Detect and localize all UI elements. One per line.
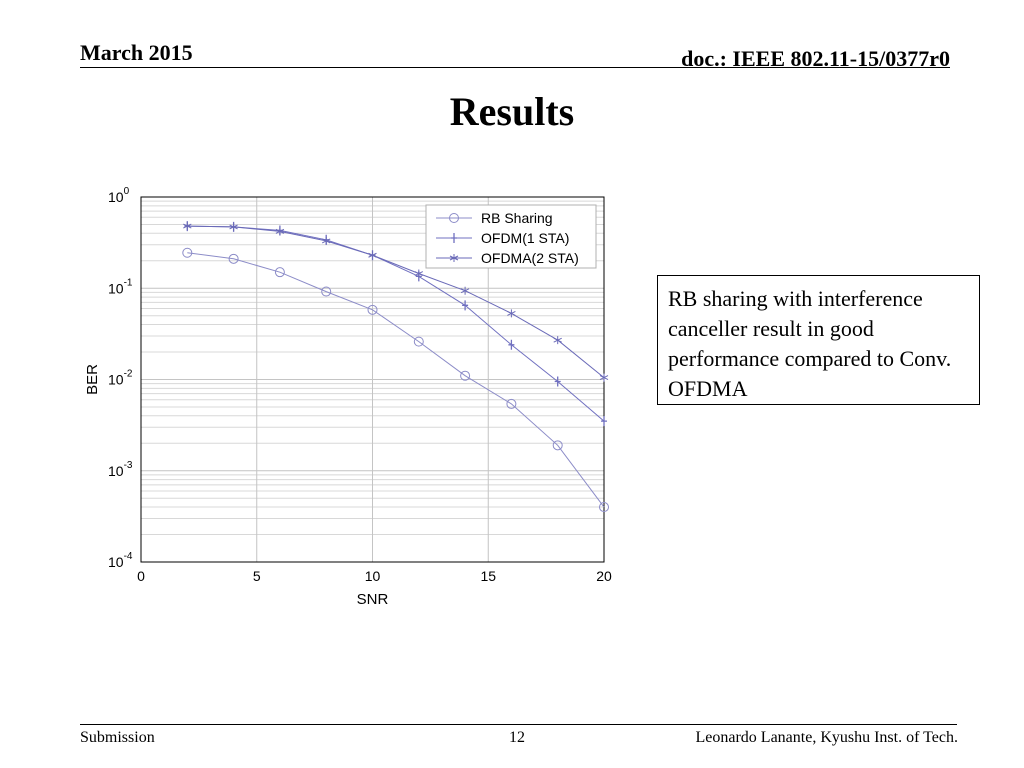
data-point-series-1 xyxy=(274,267,285,278)
data-point-series-1 xyxy=(413,336,424,347)
data-point-series-3 xyxy=(321,236,331,245)
data-point-series-1 xyxy=(460,370,471,381)
legend-label: OFDMA(2 STA) xyxy=(481,250,579,266)
data-point-series-2 xyxy=(601,416,607,427)
footer-page-number: 12 xyxy=(509,729,525,746)
data-point-series-3 xyxy=(414,269,424,278)
footer-submission: Submission xyxy=(80,729,155,746)
legend-label: OFDM(1 STA) xyxy=(481,230,569,246)
y-tick-label: 100 xyxy=(108,186,130,205)
data-point-series-2 xyxy=(508,339,515,350)
data-point-series-3 xyxy=(183,222,192,231)
data-point-series-1 xyxy=(182,247,193,258)
data-point-series-1 xyxy=(599,502,609,513)
data-point-series-1 xyxy=(552,440,563,451)
data-point-series-2 xyxy=(554,376,561,387)
y-tick-label: 10-4 xyxy=(108,551,133,570)
footer-author: Leonardo Lanante, Kyushu Inst. of Tech. xyxy=(695,729,958,746)
data-point-series-3 xyxy=(368,251,377,260)
legend-marker xyxy=(451,233,457,243)
x-axis-label: SNR xyxy=(357,591,389,608)
data-point-series-2 xyxy=(462,300,469,311)
x-tick-label: 15 xyxy=(480,568,496,584)
x-tick-label: 0 xyxy=(137,568,145,584)
header-doc-id: doc.: IEEE 802.11-15/0377r0 xyxy=(681,46,950,71)
result-note: RB sharing with interference canceller r… xyxy=(657,275,980,405)
data-point-series-1 xyxy=(228,253,239,264)
slide-title: Results xyxy=(449,89,575,134)
y-tick-label: 10-3 xyxy=(108,460,133,479)
data-point-series-1 xyxy=(506,398,517,409)
header-date: March 2015 xyxy=(80,40,193,65)
data-point-series-1 xyxy=(321,286,332,297)
data-point-series-3 xyxy=(460,286,470,295)
legend-marker xyxy=(449,213,459,223)
legend-marker xyxy=(449,254,459,262)
data-point-series-3 xyxy=(275,227,285,236)
data-point-series-1 xyxy=(367,304,378,315)
data-point-series-3 xyxy=(553,336,562,345)
y-tick-label: 10-1 xyxy=(108,277,133,296)
header-rule xyxy=(80,67,950,68)
data-point-series-3 xyxy=(229,222,238,231)
x-tick-label: 10 xyxy=(365,568,381,584)
legend-label: RB Sharing xyxy=(481,210,553,226)
data-point-series-3 xyxy=(507,309,516,318)
y-axis-label: BER xyxy=(84,364,101,395)
series-line-1 xyxy=(187,252,605,508)
footer-rule xyxy=(80,724,957,725)
x-tick-label: 5 xyxy=(253,568,261,584)
data-point-series-3 xyxy=(599,373,609,382)
series-line-3 xyxy=(187,225,605,378)
y-tick-label: 10-2 xyxy=(108,369,133,388)
x-tick-label: 20 xyxy=(596,568,612,584)
